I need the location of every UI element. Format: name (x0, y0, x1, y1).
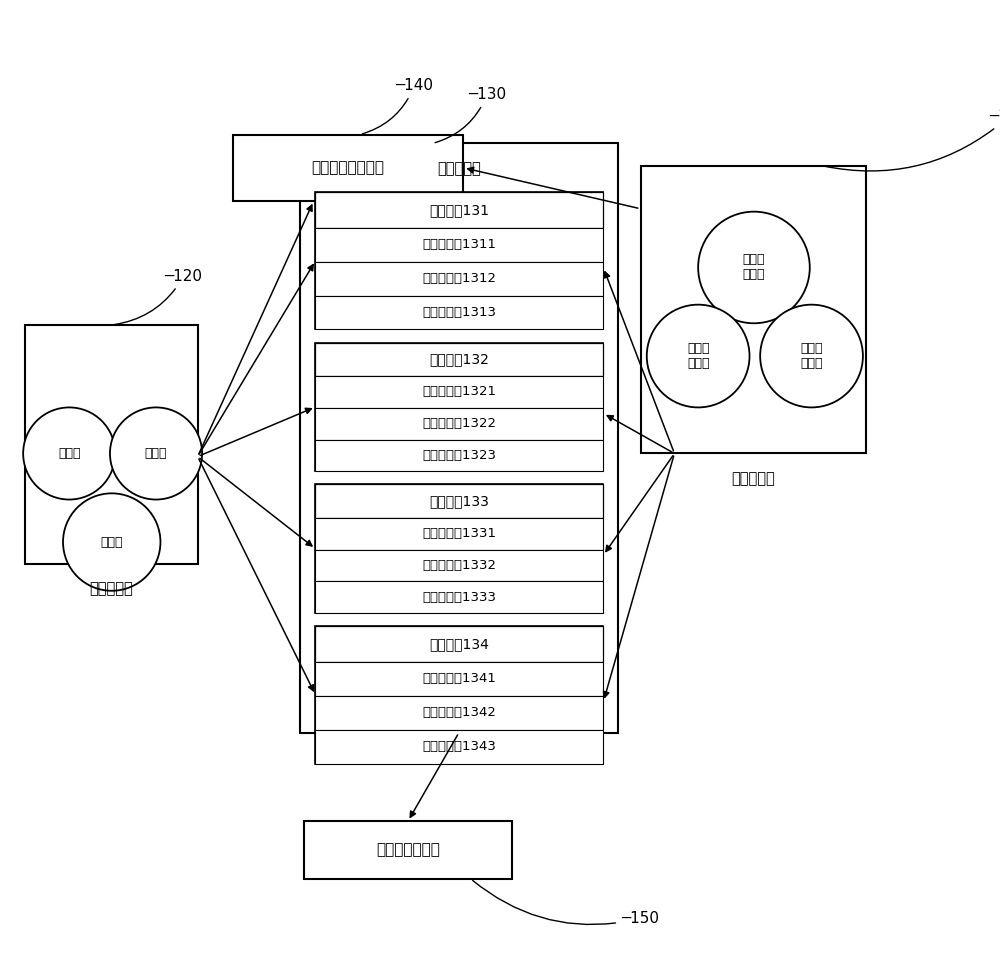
Text: ─120: ─120 (114, 268, 202, 325)
Circle shape (760, 304, 863, 407)
Bar (641, 166, 866, 453)
Text: 客户端集群: 客户端集群 (89, 581, 133, 597)
Bar (315, 192, 603, 329)
Text: 服务子节点1311: 服务子节点1311 (422, 238, 496, 251)
Text: ─140: ─140 (362, 78, 433, 134)
Bar (315, 262, 603, 296)
Text: 客户端: 客户端 (145, 447, 167, 460)
Bar (315, 484, 603, 517)
Circle shape (647, 304, 750, 407)
Text: 服务节点133: 服务节点133 (429, 494, 489, 508)
Text: 服务子节点1331: 服务子节点1331 (422, 527, 496, 541)
Text: ─150: ─150 (473, 881, 659, 926)
Text: 备用子节点1342: 备用子节点1342 (422, 706, 496, 719)
Text: 控制台集群: 控制台集群 (732, 471, 775, 485)
Text: 服务子节点1313: 服务子节点1313 (422, 306, 496, 319)
Bar (315, 343, 603, 471)
Bar (315, 626, 603, 662)
Bar (233, 135, 463, 201)
Text: 备用子节点1343: 备用子节点1343 (422, 740, 496, 753)
Text: 服务子节点1312: 服务子节点1312 (422, 272, 496, 285)
Text: 服务节点132: 服务节点132 (429, 353, 489, 366)
Text: 服务子节点1322: 服务子节点1322 (422, 418, 496, 430)
Bar (315, 730, 603, 764)
Circle shape (110, 407, 202, 500)
Bar (315, 296, 603, 329)
Text: 控制台
服务器: 控制台 服务器 (687, 342, 709, 370)
Bar (315, 662, 603, 696)
Bar (315, 228, 603, 262)
Circle shape (23, 407, 115, 500)
Bar (315, 408, 603, 440)
Text: 控制台
服务器: 控制台 服务器 (743, 254, 765, 281)
Bar (315, 696, 603, 730)
Bar (315, 549, 603, 581)
Text: 持久化数据集群: 持久化数据集群 (376, 842, 440, 858)
Text: 服务子节点1332: 服务子节点1332 (422, 559, 496, 572)
Bar (315, 581, 603, 613)
Text: 备用节点134: 备用节点134 (429, 637, 489, 651)
Text: ─110: ─110 (824, 109, 1000, 171)
Bar (25, 325, 198, 564)
Text: 控制台
服务器: 控制台 服务器 (800, 342, 823, 370)
Bar (315, 192, 603, 228)
Text: 分布式协调服务器: 分布式协调服务器 (312, 160, 385, 175)
Circle shape (698, 211, 810, 324)
Text: 服务子节点1323: 服务子节点1323 (422, 449, 496, 462)
Bar (315, 376, 603, 408)
Text: 备用子节点1341: 备用子节点1341 (422, 672, 496, 685)
Text: 服务子节点1321: 服务子节点1321 (422, 386, 496, 398)
Bar (300, 143, 618, 733)
Bar (315, 626, 603, 764)
Text: ─130: ─130 (435, 87, 506, 142)
Text: 服务节点131: 服务节点131 (429, 203, 489, 217)
Bar (315, 484, 603, 613)
Text: 服务子节点1333: 服务子节点1333 (422, 590, 496, 604)
Bar (315, 343, 603, 376)
Bar (315, 517, 603, 549)
Bar (315, 440, 603, 471)
Circle shape (63, 493, 160, 591)
Bar (304, 821, 512, 879)
Text: 客户端: 客户端 (100, 536, 123, 548)
Text: 客户端: 客户端 (58, 447, 80, 460)
Text: 服务端集群: 服务端集群 (437, 161, 481, 175)
